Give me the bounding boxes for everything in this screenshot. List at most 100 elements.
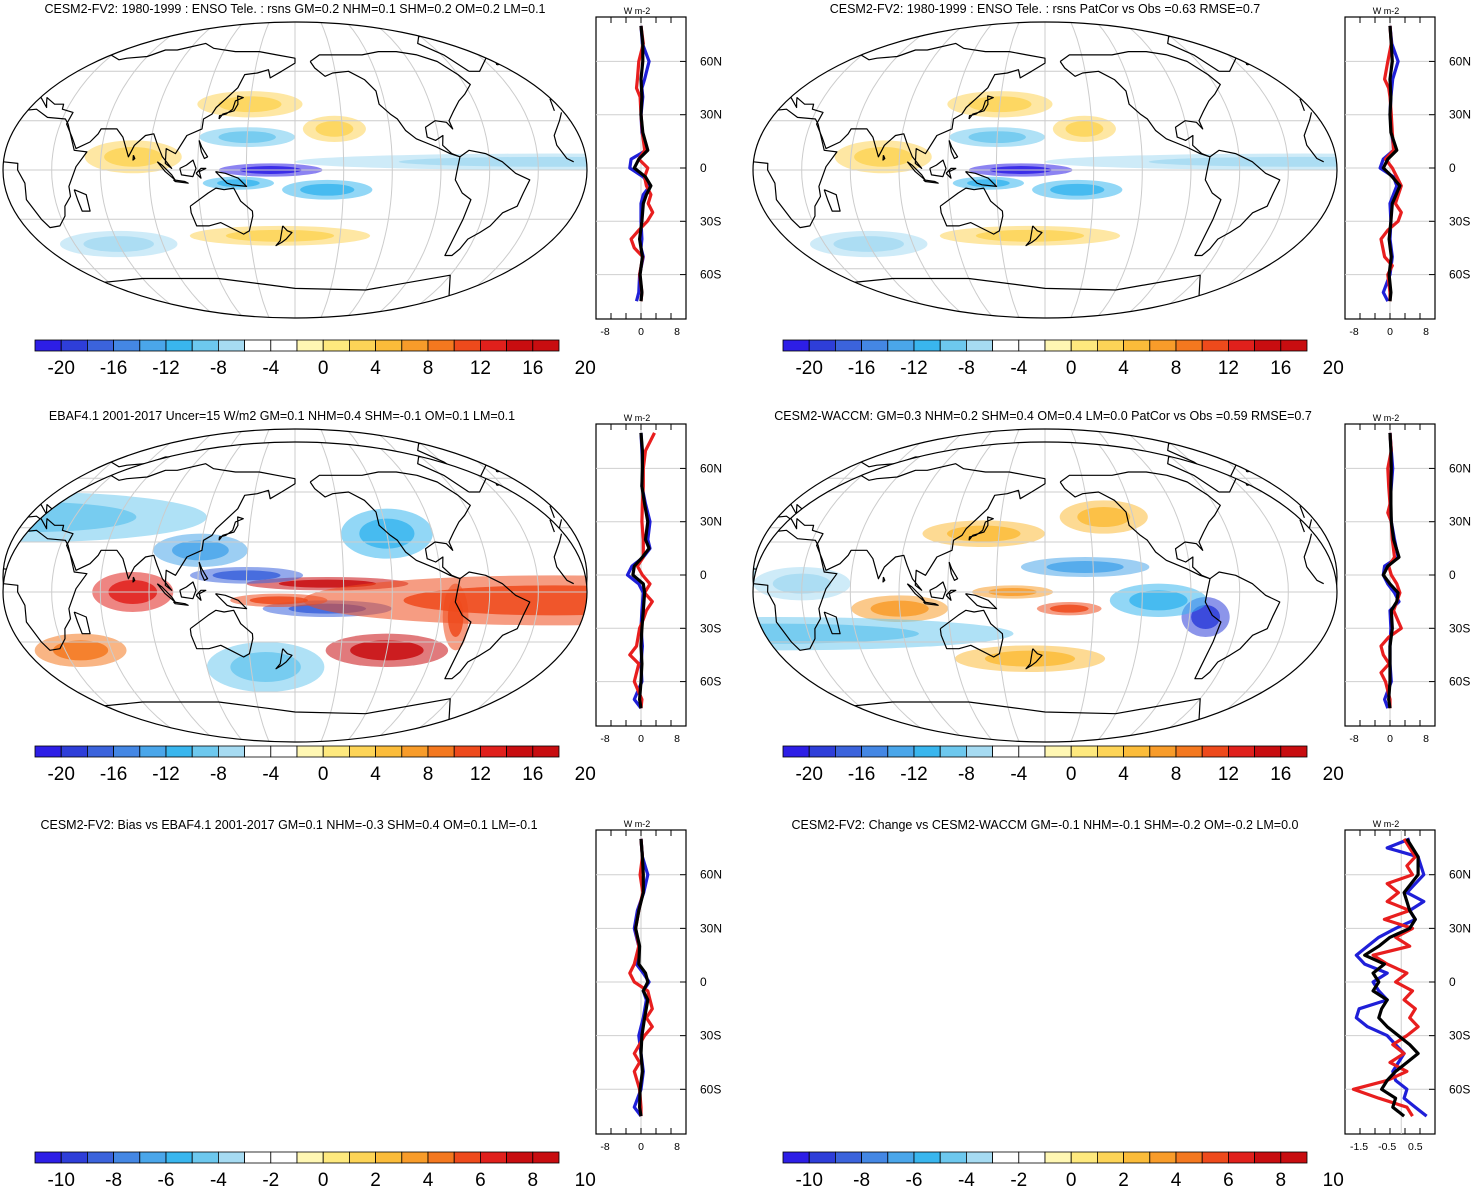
colorbar-box	[782, 1151, 810, 1164]
meridian-line	[197, 442, 244, 742]
colorbar-box	[479, 745, 507, 758]
colorbar-tick-label: 16	[1270, 358, 1291, 379]
lat-tick-label: 30S	[700, 214, 721, 228]
coastline	[3, 108, 574, 229]
meridian-line	[197, 22, 244, 318]
colorbar-box	[60, 1151, 88, 1164]
colorbar-box	[165, 1151, 193, 1164]
x-tick-label: -0.5	[1378, 1141, 1396, 1153]
meridian-line	[995, 442, 1020, 742]
coastline	[75, 274, 451, 299]
coastline	[132, 576, 136, 583]
map-border	[2, 21, 588, 319]
coastline	[823, 189, 841, 212]
colorbar-box	[966, 745, 994, 758]
colorbar-box	[913, 339, 941, 352]
colorbar-box	[375, 745, 403, 758]
colorbar-box	[165, 745, 193, 758]
meridian-line	[801, 442, 917, 742]
colorbar-box	[217, 1151, 245, 1164]
colorbar-box	[1018, 339, 1046, 352]
x-tick-label: 0.5	[1408, 1141, 1423, 1153]
colorbar-tick-label: -8	[105, 1170, 122, 1187]
colorbar-box	[1175, 1151, 1203, 1164]
colorbar-box	[296, 1151, 324, 1164]
coastline	[75, 698, 451, 723]
map	[752, 21, 1338, 319]
colorbar-box	[244, 745, 272, 758]
x-tick-label: -8	[600, 733, 609, 745]
colorbar-tick-label: 10	[575, 1170, 596, 1187]
panel-title: CESM2-FV2: Change vs CESM2-WACCM GM=-0.1…	[792, 818, 1299, 832]
coastline	[945, 589, 957, 601]
colorbar-tick-label: -12	[900, 358, 927, 379]
colorbar-tick-label: -8	[210, 764, 227, 785]
lat-tick-label: 30S	[700, 621, 721, 635]
x-tick-label: 0	[638, 733, 644, 745]
colorbar-box	[1097, 745, 1125, 758]
anomaly-field-core	[403, 585, 587, 616]
meridian-line	[1096, 22, 1143, 318]
colorbar-box	[87, 339, 115, 352]
colorbar-box	[1201, 1151, 1229, 1164]
colorbar-tick-label: -16	[100, 358, 127, 379]
anomaly-field-core	[753, 623, 919, 644]
coastlines	[753, 32, 1324, 299]
lat-tick-label: 60S	[700, 675, 721, 689]
colorbar-tick-label: -10	[47, 1170, 74, 1187]
coastline	[179, 581, 197, 600]
lat-tick-label: 60N	[1449, 54, 1471, 68]
x-tick-label: 8	[674, 1141, 680, 1153]
panel-title: CESM2-FV2: Bias vs EBAF4.1 2001-2017 GM=…	[40, 818, 537, 832]
colorbar-box	[1280, 339, 1308, 352]
colorbar-box	[217, 339, 245, 352]
meridian-line	[346, 442, 393, 742]
coastline	[753, 108, 1324, 229]
x-tick-label: -8	[1349, 733, 1358, 745]
graticule	[3, 442, 587, 742]
anomaly-field-core	[300, 183, 355, 196]
colorbar-tick-label: 20	[575, 764, 596, 785]
colorbar-box	[1280, 745, 1308, 758]
meridian-line	[1173, 442, 1289, 742]
colorbar-tick-label: -8	[210, 358, 227, 379]
lat-tick-label: 60N	[700, 461, 722, 475]
colorbar-box	[506, 339, 534, 352]
colorbar-tick-label: -10	[795, 1170, 822, 1187]
colorbar-tick-label: 8	[1276, 1170, 1287, 1187]
anomaly-field-core	[975, 229, 1085, 242]
field-layer	[59, 91, 587, 258]
colorbar-box	[60, 745, 88, 758]
colorbar-box	[322, 745, 350, 758]
meridian-line	[148, 442, 219, 742]
coastline	[444, 149, 531, 257]
colorbar-tick-label: -20	[47, 358, 74, 379]
colorbar-box	[835, 339, 863, 352]
colorbar: -20 -16 -12 -8 -4 0 4 8 12 16 20	[782, 339, 1344, 379]
coastline	[218, 95, 244, 120]
zonal-unit-label: W m-2	[1373, 413, 1400, 423]
colorbar-box	[113, 1151, 141, 1164]
lat-tick-label: 60S	[1449, 675, 1470, 689]
colorbar-tick-label: 8	[1171, 358, 1182, 379]
colorbar-box	[348, 339, 376, 352]
colorbar-tick-label: 0	[318, 764, 329, 785]
coastline	[965, 171, 998, 187]
coastline	[965, 593, 998, 610]
colorbar-box	[835, 1151, 863, 1164]
zonal-series-black	[632, 25, 653, 302]
colorbar-box	[348, 1151, 376, 1164]
colorbar-box	[34, 339, 62, 352]
lat-tick-label: 0	[700, 975, 707, 989]
coastline	[189, 187, 254, 235]
colorbar-box	[139, 745, 167, 758]
colorbar-box	[913, 1151, 941, 1164]
meridian-line	[1096, 442, 1143, 742]
colorbar-box	[887, 1151, 915, 1164]
colorbar-tick-label: 0	[318, 358, 329, 379]
colorbar: -10 -8 -6 -4 -2 0 2 4 6 8 10	[34, 1151, 596, 1187]
zonal-series-black	[1381, 25, 1402, 302]
meridian-line	[245, 22, 270, 318]
colorbar-box	[479, 339, 507, 352]
graticule	[753, 442, 1337, 742]
